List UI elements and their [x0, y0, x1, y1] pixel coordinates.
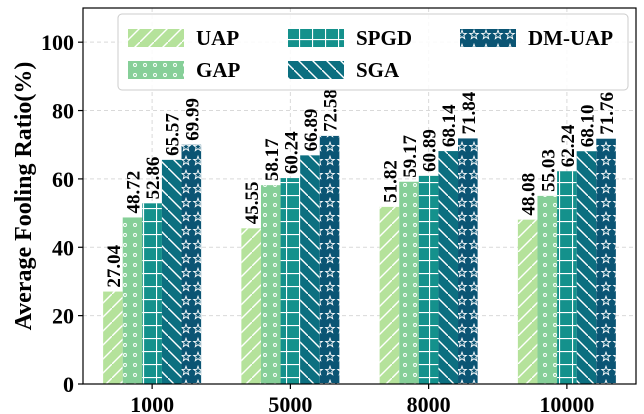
bar-hatch-gap-8000	[399, 181, 419, 384]
data-label-spgd-10000: 62.24	[558, 124, 579, 167]
bar-hatch-dm-uap-8000	[458, 138, 478, 384]
data-label-spgd-1000: 52.86	[143, 157, 164, 200]
bar-hatch-uap-1000	[103, 291, 123, 384]
data-label-uap-8000: 51.82	[380, 160, 401, 203]
data-label-sga-5000: 66.89	[301, 109, 322, 152]
bar-hatch-uap-10000	[517, 219, 538, 384]
bar-hatch-spgd-1000	[142, 203, 162, 384]
bar-hatch-gap-5000	[260, 185, 281, 384]
data-label-spgd-5000: 60.24	[281, 131, 302, 174]
data-label-dm-uap-1000: 69.99	[182, 98, 203, 141]
data-label-gap-5000: 58.17	[262, 138, 283, 181]
data-label-spgd-8000: 60.89	[420, 129, 441, 172]
legend-label-sga: SGA	[356, 58, 400, 82]
legend-label-spgd: SPGD	[356, 26, 412, 50]
bars	[103, 135, 616, 384]
data-label-uap-10000: 48.08	[519, 173, 540, 216]
legend-label-gap: GAP	[196, 58, 241, 82]
bar-hatch-spgd-10000	[557, 171, 577, 384]
bar-hatch-dm-uap-10000	[596, 138, 616, 384]
data-label-dm-uap-10000: 71.76	[597, 92, 618, 135]
y-tick-label: 0	[63, 372, 74, 397]
y-tick-label: 20	[52, 304, 74, 329]
legend: UAP GAP SPGD SGA DM-UAP	[117, 13, 629, 91]
bar-hatch-sga-8000	[438, 151, 459, 384]
legend-swatch-hatch-gap	[128, 61, 184, 79]
data-label-sga-8000: 68.14	[439, 104, 460, 147]
bar-hatch-sga-5000	[300, 155, 320, 384]
data-label-dm-uap-5000: 72.58	[321, 89, 342, 132]
data-label-gap-10000: 55.03	[538, 149, 559, 192]
plot-frame	[82, 7, 637, 385]
x-tick-label: 5000	[268, 392, 312, 414]
legend-swatch-hatch-sga	[288, 61, 344, 79]
legend-swatch-hatch-spgd	[288, 29, 344, 47]
bar-hatch-spgd-5000	[280, 178, 301, 384]
data-label-gap-8000: 59.17	[400, 134, 421, 177]
axes: 0 20 40 60 80 100 1000 5000 8000 10000	[41, 30, 594, 414]
y-axis-label: Average Fooling Ratio(%)	[11, 62, 37, 331]
bar-hatch-sga-1000	[161, 159, 182, 384]
y-tick-label: 40	[52, 235, 74, 260]
y-tick-label: 60	[52, 167, 74, 192]
data-label-dm-uap-8000: 71.84	[459, 91, 480, 134]
data-label-sga-10000: 68.10	[577, 104, 598, 147]
legend-swatch-hatch-uap	[128, 29, 184, 47]
y-tick-label: 100	[41, 30, 74, 55]
bar-hatch-uap-5000	[241, 228, 261, 384]
bar-hatch-sga-10000	[576, 151, 597, 384]
x-tick-label: 8000	[407, 392, 451, 414]
legend-label-dm-uap: DM-UAP	[528, 26, 613, 50]
data-label-uap-5000: 45.55	[242, 182, 263, 225]
bar-hatch-dm-uap-5000	[319, 135, 340, 384]
legend-label-uap: UAP	[196, 26, 239, 50]
bar-hatch-gap-10000	[537, 195, 558, 384]
bar-hatch-gap-1000	[122, 217, 143, 384]
bar-hatch-uap-8000	[379, 206, 400, 384]
legend-swatch-hatch-dm-uap	[460, 29, 516, 47]
data-label-gap-1000: 48.72	[124, 171, 145, 214]
data-label-sga-1000: 65.57	[163, 113, 184, 156]
y-tick-label: 80	[52, 99, 74, 124]
x-tick-label: 10000	[539, 392, 594, 414]
x-tick-label: 1000	[130, 392, 174, 414]
bar-hatch-dm-uap-1000	[181, 144, 202, 384]
data-label-uap-1000: 27.04	[104, 244, 125, 287]
data-labels: 27.04 45.55 51.82 48.08 48.72 58.17 59.17 55.03…	[104, 89, 618, 287]
bar-hatch-spgd-8000	[418, 175, 439, 384]
